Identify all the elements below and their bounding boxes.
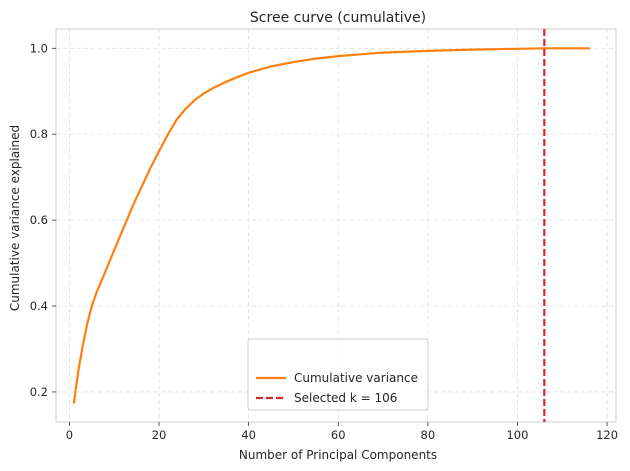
y-tick-label: 0.4 bbox=[30, 299, 48, 313]
x-tick-label: 120 bbox=[596, 428, 618, 442]
y-tick-label: 0.8 bbox=[30, 127, 48, 141]
series-layer bbox=[72, 47, 591, 404]
legend-label-cumulative-variance: Cumulative variance bbox=[294, 371, 418, 385]
x-tick-label: 60 bbox=[331, 428, 346, 442]
legend: Cumulative variance Selected k = 106 bbox=[247, 338, 429, 411]
plot-frame bbox=[55, 28, 617, 423]
grid bbox=[56, 29, 616, 422]
y-ticks: 0.2 0.4 0.6 0.8 1.0 bbox=[30, 41, 56, 399]
x-axis-label: Number of Principal Components bbox=[239, 448, 437, 462]
x-tick-label: 40 bbox=[241, 428, 256, 442]
x-tick-label: 100 bbox=[506, 428, 528, 442]
x-tick-label: 20 bbox=[152, 428, 167, 442]
x-tick-label: 80 bbox=[421, 428, 436, 442]
x-tick-label: 0 bbox=[66, 428, 73, 442]
y-tick-label: 1.0 bbox=[30, 41, 48, 55]
legend-frame bbox=[247, 338, 429, 411]
series-line-cumulative-variance bbox=[72, 47, 591, 404]
x-ticks: 0 20 40 60 80 100 120 bbox=[66, 422, 618, 442]
spines bbox=[55, 28, 617, 423]
y-tick-label: 0.6 bbox=[30, 213, 48, 227]
chart-title: Scree curve (cumulative) bbox=[250, 10, 426, 26]
legend-label-selected-k: Selected k = 106 bbox=[294, 391, 397, 405]
y-axis-label: Cumulative variance explained bbox=[8, 125, 22, 311]
y-tick-label: 0.2 bbox=[30, 385, 48, 399]
